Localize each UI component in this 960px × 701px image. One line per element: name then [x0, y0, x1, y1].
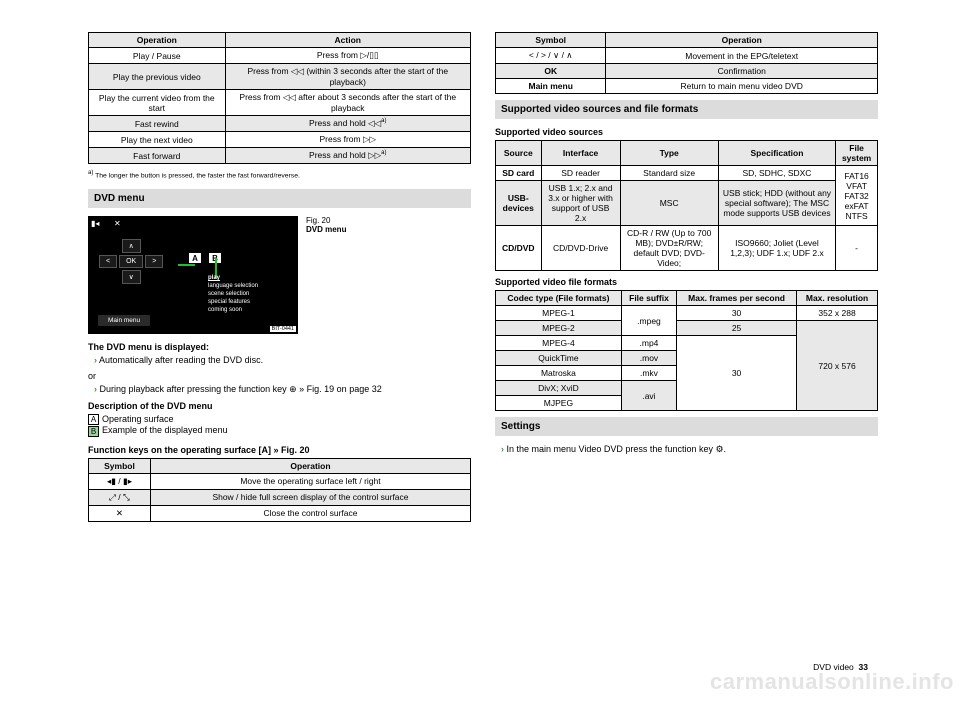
- settings-bullet: › In the main menu Video DVD press the f…: [495, 444, 878, 455]
- desc-line-b: BExample of the displayed menu: [88, 425, 471, 436]
- symbol-operation-table-2: SymbolOperation < / > / ∨ / ∧Movement in…: [495, 32, 878, 94]
- th-action: Action: [225, 33, 470, 48]
- formats-table: Codec type (File formats) File suffix Ma…: [495, 290, 878, 411]
- cell: Press from ▷/▯▯: [225, 48, 470, 64]
- desc-line-a: AOperating surface: [88, 414, 471, 425]
- page: OperationAction Play / PausePress from ▷…: [88, 32, 878, 672]
- dvd-figure: ▮◂ ✕ ∧ <OK> ∨ Main menu A B play languag…: [88, 216, 471, 334]
- bullet: › During playback after pressing the fun…: [88, 384, 471, 395]
- dvd-menu-heading: DVD menu: [88, 189, 471, 208]
- dvd-close-icon: ✕: [114, 219, 121, 228]
- supported-sources: Supported video sources: [495, 127, 878, 137]
- cell: Play the next video: [89, 132, 226, 148]
- figure-caption: Fig. 20 DVD menu: [306, 216, 346, 234]
- dvd-dpad: ∧ <OK> ∨: [98, 238, 164, 285]
- settings-title: Settings: [495, 417, 878, 436]
- cell: Play / Pause: [89, 48, 226, 64]
- dvd-displayed: The DVD menu is displayed:: [88, 342, 471, 352]
- cell: Play the previous video: [89, 64, 226, 90]
- th-operation: Operation: [89, 33, 226, 48]
- funckeys-title: Function keys on the operating surface […: [88, 445, 471, 455]
- footnote: a) The longer the button is pressed, the…: [88, 170, 471, 179]
- cell: Play the current video from the start: [89, 90, 226, 116]
- description-title: Description of the DVD menu: [88, 401, 471, 411]
- dvd-minimize-icon: ▮◂: [91, 219, 99, 228]
- sources-table: Source Interface Type Specification File…: [495, 140, 878, 271]
- cell: Press and hold ▷▷a): [225, 148, 470, 164]
- left-column: OperationAction Play / PausePress from ▷…: [88, 32, 471, 672]
- cell: Fast rewind: [89, 116, 226, 132]
- dvd-screen: ▮◂ ✕ ∧ <OK> ∨ Main menu A B play languag…: [88, 216, 298, 334]
- cell: Press from ▷▷: [225, 132, 470, 148]
- cell: Press from ◁◁ (within 3 seconds after th…: [225, 64, 470, 90]
- right-column: SymbolOperation < / > / ∨ / ∧Movement in…: [495, 32, 878, 672]
- cell: Press from ◁◁ after about 3 seconds afte…: [225, 90, 470, 116]
- bit-tag: BIT-0441: [270, 326, 296, 332]
- symbol-operation-table: SymbolOperation ◂▮ / ▮▸Move the operatin…: [88, 458, 471, 522]
- supported-title: Supported video sources and file formats: [495, 100, 878, 119]
- operation-action-table: OperationAction Play / PausePress from ▷…: [88, 32, 471, 164]
- cell: Press and hold ◁◁a): [225, 116, 470, 132]
- supported-formats: Supported video file formats: [495, 277, 878, 287]
- cell: Fast forward: [89, 148, 226, 164]
- watermark: carmanualsonline.info: [710, 669, 954, 695]
- label-a: A: [188, 252, 202, 264]
- dvd-submenu: play language selection scene selection …: [208, 274, 258, 314]
- bullet: › Automatically after reading the DVD di…: [88, 355, 471, 365]
- dvd-main-menu-btn: Main menu: [98, 315, 150, 326]
